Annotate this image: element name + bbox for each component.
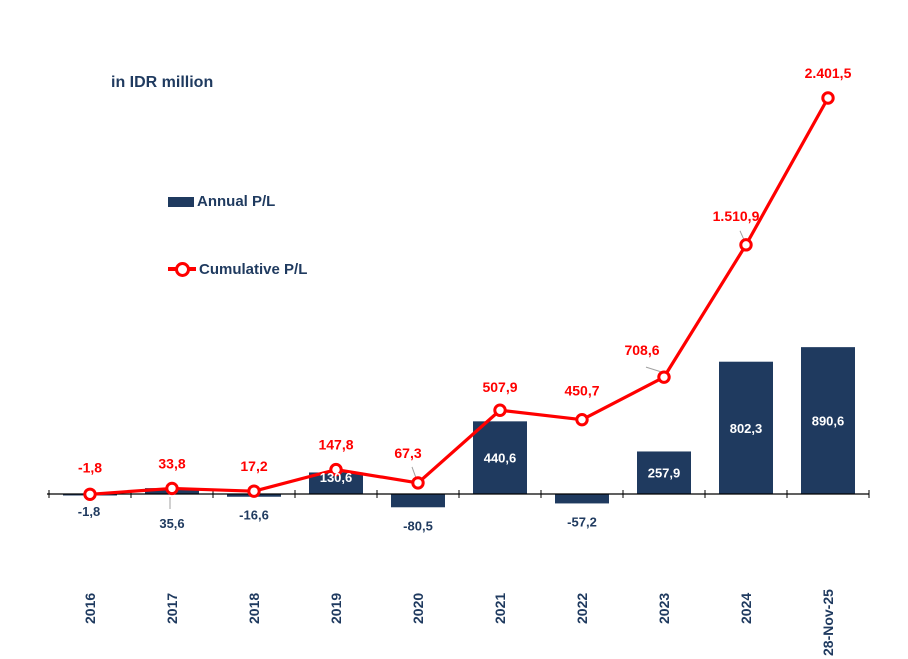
legend-cumulative-label: Cumulative P/L bbox=[199, 260, 308, 278]
x-tick-label: 2016 bbox=[82, 593, 98, 624]
x-tick-label: 28-Nov-25 bbox=[820, 589, 836, 656]
label-connector bbox=[739, 230, 745, 241]
label-connector bbox=[645, 366, 663, 373]
cumulative-value-label: 17,2 bbox=[240, 458, 267, 474]
cumulative-point-2024 bbox=[739, 238, 753, 252]
x-tick-label: 2019 bbox=[328, 593, 344, 624]
x-tick-label: 2021 bbox=[492, 593, 508, 624]
bar-value-label: -80,5 bbox=[403, 518, 433, 533]
unit-label: in IDR million bbox=[111, 74, 214, 91]
cumulative-point-2019 bbox=[329, 462, 343, 477]
x-axis bbox=[47, 490, 870, 498]
cumulative-point-2022 bbox=[575, 412, 589, 427]
cumulative-value-label: 33,8 bbox=[158, 455, 185, 471]
legend-annual: Annual P/L bbox=[168, 193, 275, 210]
cumulative-value-label: 67,3 bbox=[394, 445, 421, 461]
cumulative-point-2021 bbox=[493, 403, 507, 417]
bar-2019 bbox=[309, 472, 363, 494]
x-tick-labels: 2016 2017 2018 2019 2020 2021 2022 2023 2024 28-N… bbox=[82, 589, 836, 656]
x-tick-label: 2022 bbox=[574, 593, 590, 624]
cumulative-point-2020 bbox=[411, 476, 425, 490]
bar-2023 bbox=[637, 451, 691, 494]
legend-bar-swatch bbox=[168, 196, 194, 207]
x-tick-label: 2017 bbox=[164, 593, 180, 624]
bar-value-label: -57,2 bbox=[567, 514, 597, 529]
cumulative-value-label: 1.510,9 bbox=[713, 208, 760, 224]
x-tick-label: 2020 bbox=[410, 593, 426, 624]
data-labels: -1,8 35,6 -16,6 130,6 -80,5 440,6 -57,2 257,9 80… bbox=[78, 65, 852, 533]
label-connector bbox=[411, 466, 417, 479]
x-tick-label: 2018 bbox=[246, 593, 262, 624]
cumulative-value-label: 147,8 bbox=[318, 437, 353, 453]
cumulative-value-label: 708,6 bbox=[624, 342, 659, 358]
bar-value-label: 440,6 bbox=[484, 451, 517, 466]
bar-value-label: -1,8 bbox=[78, 504, 100, 519]
cumulative-value-label: 507,9 bbox=[482, 379, 517, 395]
bar-value-label: 802,3 bbox=[730, 421, 763, 436]
legend-annual-label: Annual P/L bbox=[197, 193, 276, 210]
cumulative-point-28-Nov-25 bbox=[821, 91, 835, 105]
cumulative-point-2017 bbox=[165, 481, 179, 496]
cumulative-point-2018 bbox=[247, 484, 261, 498]
bar-value-label: 890,6 bbox=[812, 414, 845, 429]
cumulative-point-2023 bbox=[657, 370, 671, 384]
bar-2022 bbox=[555, 494, 609, 504]
bar-2024 bbox=[719, 361, 773, 494]
cumulative-point-2016 bbox=[83, 487, 97, 501]
bar-value-label: 130,6 bbox=[320, 470, 353, 485]
bar-2020 bbox=[391, 494, 445, 508]
cumulative-value-label: 450,7 bbox=[564, 383, 599, 399]
bar-2021 bbox=[473, 421, 527, 494]
legend-cumulative: Cumulative P/L bbox=[168, 260, 307, 278]
bar-28-Nov-25 bbox=[801, 347, 855, 494]
cumulative-value-label: -1,8 bbox=[78, 459, 102, 475]
cumulative-polyline bbox=[89, 97, 830, 496]
x-tick-label: 2023 bbox=[656, 593, 672, 624]
label-connectors bbox=[169, 230, 745, 509]
bar-value-label: 257,9 bbox=[648, 466, 681, 481]
annual-bars bbox=[63, 347, 855, 508]
legend-line-swatch bbox=[168, 260, 196, 278]
bar-value-label: -16,6 bbox=[239, 508, 269, 523]
cumulative-line bbox=[83, 91, 835, 501]
bar-value-label: 35,6 bbox=[159, 516, 184, 531]
x-tick-label: 2024 bbox=[738, 593, 754, 624]
cumulative-value-label: 2.401,5 bbox=[805, 65, 852, 81]
